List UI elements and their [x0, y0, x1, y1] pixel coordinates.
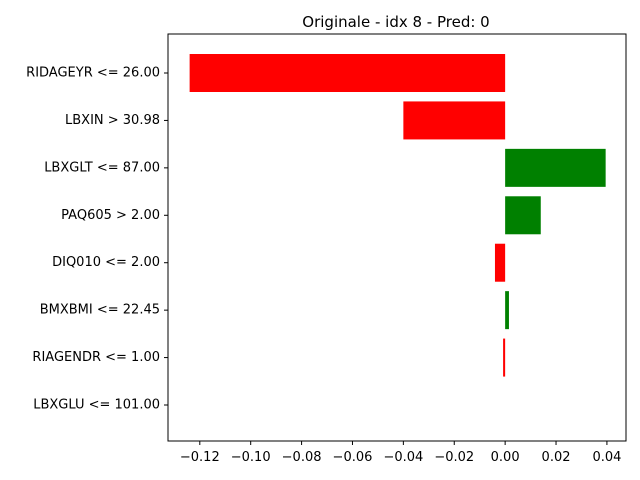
x-tick-label: −0.04 — [383, 450, 423, 465]
bar-6 — [503, 338, 506, 377]
y-tick-label: RIAGENDR <= 1.00 — [32, 350, 160, 365]
x-tick-label: −0.10 — [231, 450, 271, 465]
bar-0 — [189, 54, 506, 92]
x-tick-label: 0.00 — [491, 450, 520, 465]
x-axis: −0.12 −0.10 −0.08 −0.06 −0.04 −0.02 0.00 0.02 0.… — [180, 441, 621, 465]
bar-5 — [505, 291, 509, 330]
x-tick-label: 0.04 — [592, 450, 621, 465]
y-tick-label: LBXGLU <= 101.00 — [33, 398, 160, 413]
x-tick-label: −0.08 — [282, 450, 322, 465]
x-tick-label: −0.06 — [333, 450, 373, 465]
y-tick-label: LBXGLT <= 87.00 — [44, 160, 160, 175]
bars-group — [189, 54, 606, 377]
y-tick-label: DIQ010 <= 2.00 — [52, 255, 160, 270]
chart-title: Originale - idx 8 - Pred: 0 — [302, 13, 489, 31]
y-axis: RIDAGEYR <= 26.00 LBXIN > 30.98 LBXGLT <= … — [26, 66, 168, 413]
x-tick-label: 0.02 — [542, 450, 571, 465]
y-tick-label: LBXIN > 30.98 — [65, 113, 160, 128]
y-tick-label: RIDAGEYR <= 26.00 — [26, 66, 160, 81]
y-tick-label: PAQ605 > 2.00 — [61, 208, 160, 223]
x-tick-label: −0.02 — [434, 450, 474, 465]
bar-3 — [505, 196, 541, 235]
y-tick-label: BMXBMI <= 22.45 — [40, 303, 160, 318]
plot-area-frame — [167, 33, 627, 442]
bar-2 — [505, 148, 606, 187]
bar-4 — [494, 243, 506, 282]
x-tick-label: −0.12 — [180, 450, 220, 465]
bar-1 — [403, 101, 506, 140]
